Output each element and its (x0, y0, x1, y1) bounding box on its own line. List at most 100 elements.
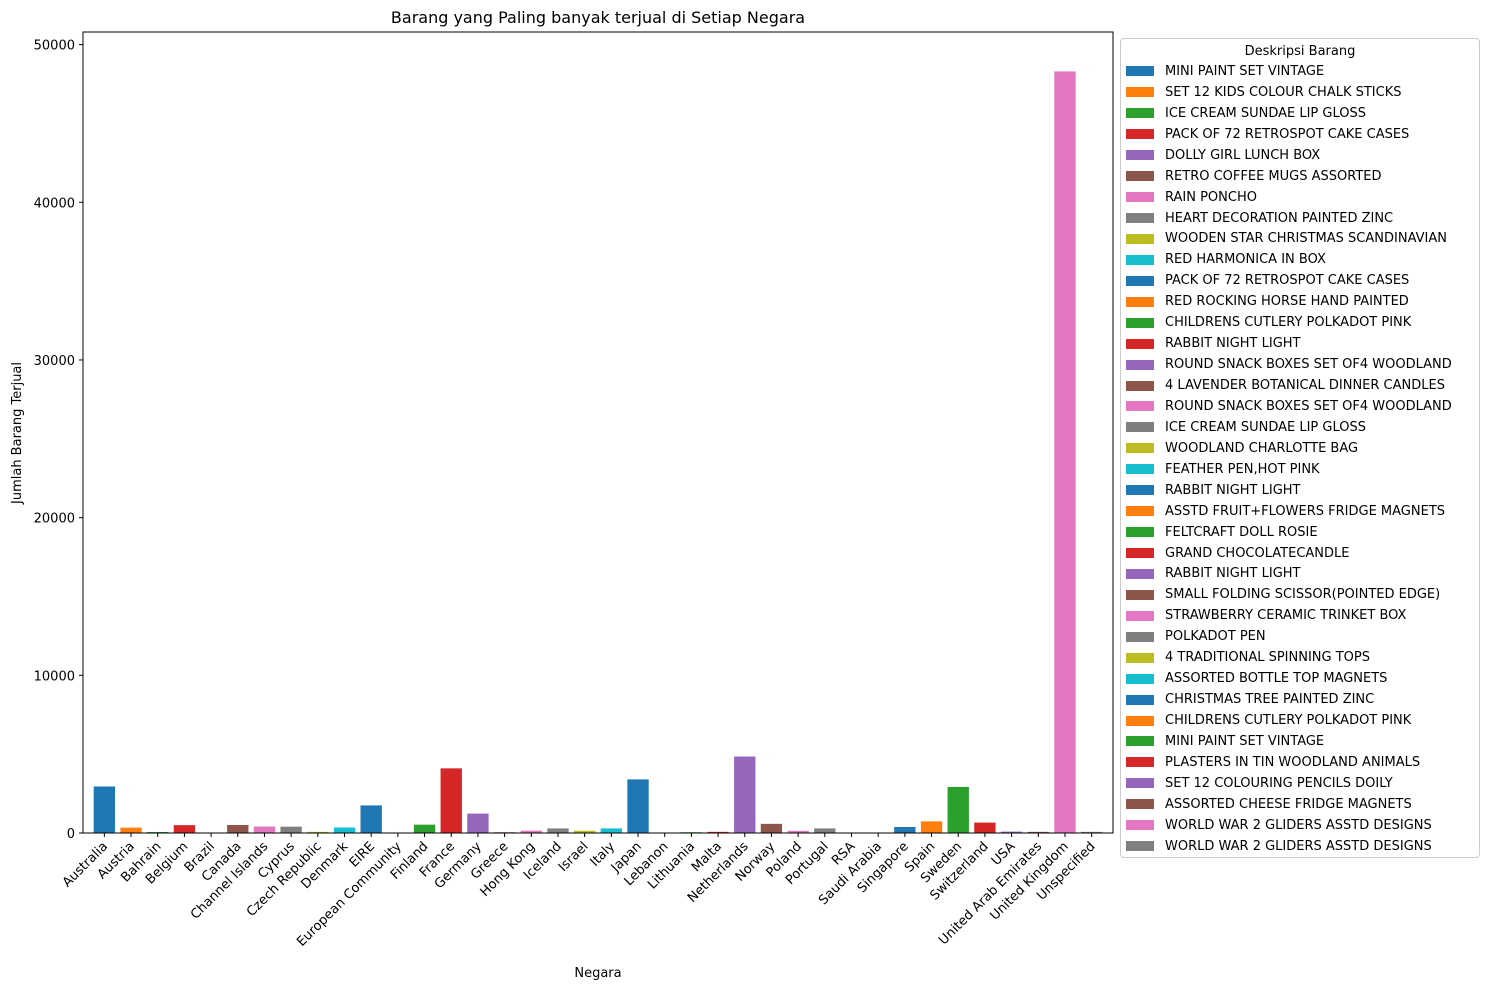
legend-item: DOLLY GIRL LUNCH BOX (1121, 145, 1479, 166)
legend-item: 4 LAVENDER BOTANICAL DINNER CANDLES (1121, 375, 1479, 396)
legend-label: RABBIT NIGHT LIGHT (1165, 336, 1301, 352)
legend-label: RABBIT NIGHT LIGHT (1165, 482, 1301, 498)
x-axis: AustraliaAustriaBahrainBelgiumBrazilCana… (60, 833, 1099, 950)
bar-portugal (814, 828, 836, 833)
bar-singapore (894, 827, 916, 833)
legend-swatch (1126, 150, 1154, 161)
legend-label: RETRO COFFEE MUGS ASSORTED (1165, 168, 1382, 184)
bar-italy (600, 828, 623, 833)
legend-item: SMALL FOLDING SCISSOR(POINTED EDGE) (1121, 584, 1479, 605)
legend-item: FEATHER PEN,HOT PINK (1121, 459, 1479, 480)
legend-item: ASSTD FRUIT+FLOWERS FRIDGE MAGNETS (1121, 501, 1479, 522)
y-axis-label: Jumlah Barang Terjual (10, 362, 25, 505)
legend-swatch (1126, 317, 1154, 328)
legend-swatch (1126, 715, 1154, 726)
bar-channel-islands (253, 826, 276, 833)
legend-swatch (1126, 233, 1154, 244)
legend-swatch (1126, 589, 1154, 600)
legend-item: RED HARMONICA IN BOX (1121, 249, 1479, 270)
legend-swatch (1126, 568, 1154, 579)
legend-swatch (1126, 673, 1154, 684)
legend-label: GRAND CHOCOLATECANDLE (1165, 545, 1350, 561)
bar-austria (120, 827, 142, 833)
legend-swatch (1126, 401, 1154, 412)
legend-label: WORLD WAR 2 GLIDERS ASSTD DESIGNS (1165, 817, 1432, 833)
legend-item: RABBIT NIGHT LIGHT (1121, 480, 1479, 501)
bar-sweden (947, 786, 969, 833)
legend-item: HEART DECORATION PAINTED ZINC (1121, 208, 1479, 229)
legend-label: ROUND SNACK BOXES SET OF4 WOODLAND (1165, 357, 1452, 373)
legend-swatch (1126, 652, 1154, 663)
legend-swatch (1126, 464, 1154, 475)
bar-israel (573, 830, 596, 833)
legend-label: PLASTERS IN TIN WOODLAND ANIMALS (1165, 754, 1421, 770)
bars-group (93, 71, 1103, 834)
legend-swatch (1126, 757, 1154, 768)
legend-label: ASSTD FRUIT+FLOWERS FRIDGE MAGNETS (1165, 503, 1446, 519)
bar-united-kingdom (1054, 71, 1076, 834)
legend-item: PLASTERS IN TIN WOODLAND ANIMALS (1121, 752, 1479, 773)
legend-label: 4 LAVENDER BOTANICAL DINNER CANDLES (1165, 378, 1445, 394)
legend-item: PACK OF 72 RETROSPOT CAKE CASES (1121, 124, 1479, 145)
legend-swatch (1126, 296, 1154, 307)
legend-label: DOLLY GIRL LUNCH BOX (1165, 147, 1321, 163)
bar-france (440, 768, 462, 833)
y-tick-label: 10000 (34, 669, 75, 684)
y-tick-label: 50000 (34, 39, 75, 54)
legend-label: MINI PAINT SET VINTAGE (1165, 733, 1325, 749)
legend-label: RED ROCKING HORSE HAND PAINTED (1165, 294, 1409, 310)
legend-swatch (1126, 506, 1154, 517)
legend-item: ICE CREAM SUNDAE LIP GLOSS (1121, 103, 1479, 124)
bar-czech-republic (307, 831, 329, 833)
bar-netherlands (734, 756, 756, 833)
x-axis-label: Negara (574, 966, 621, 981)
legend-item: ASSORTED CHEESE FRIDGE MAGNETS (1121, 794, 1479, 815)
legend-swatch (1126, 443, 1154, 454)
legend-item: SET 12 COLOURING PENCILS DOILY (1121, 773, 1479, 794)
legend-swatch (1126, 171, 1154, 182)
legend-label: FEATHER PEN,HOT PINK (1165, 461, 1320, 477)
legend-swatch (1126, 380, 1154, 391)
legend-swatch (1126, 275, 1154, 286)
y-tick-label: 40000 (34, 196, 75, 211)
legend-list: MINI PAINT SET VINTAGE SET 12 KIDS COLOUR… (1121, 61, 1479, 857)
legend-item: 4 TRADITIONAL SPINNING TOPS (1121, 647, 1479, 668)
legend-label: PACK OF 72 RETROSPOT CAKE CASES (1165, 273, 1410, 289)
legend-item: ICE CREAM SUNDAE LIP GLOSS (1121, 417, 1479, 438)
legend-swatch (1126, 631, 1154, 642)
legend-label: SMALL FOLDING SCISSOR(POINTED EDGE) (1165, 587, 1441, 603)
plot-frame (82, 31, 1114, 834)
legend-swatch (1126, 799, 1154, 810)
legend-label: MINI PAINT SET VINTAGE (1165, 63, 1325, 79)
legend-label: CHILDRENS CUTLERY POLKADOT PINK (1165, 713, 1412, 729)
legend-swatch (1126, 213, 1154, 224)
legend-swatch (1126, 422, 1154, 433)
legend-swatch (1126, 108, 1154, 119)
bar-australia (93, 786, 116, 833)
legend-item: RABBIT NIGHT LIGHT (1121, 333, 1479, 354)
bar-japan (627, 779, 649, 833)
legend-swatch (1126, 778, 1154, 789)
legend-item: WORLD WAR 2 GLIDERS ASSTD DESIGNS (1121, 836, 1479, 857)
legend-item: WOODLAND CHARLOTTE BAG (1121, 438, 1479, 459)
legend-label: SET 12 COLOURING PENCILS DOILY (1165, 775, 1393, 791)
bar-canada (227, 824, 249, 833)
legend-label: SET 12 KIDS COLOUR CHALK STICKS (1165, 84, 1402, 100)
legend-swatch (1126, 66, 1154, 77)
legend-item: SET 12 KIDS COLOUR CHALK STICKS (1121, 82, 1479, 103)
bar-spain (920, 821, 943, 833)
chart-title: Barang yang Paling banyak terjual di Set… (391, 8, 805, 27)
bar-poland (787, 830, 809, 833)
legend-label: HEART DECORATION PAINTED ZINC (1165, 210, 1394, 226)
legend-label: RABBIT NIGHT LIGHT (1165, 566, 1301, 582)
legend-label: CHRISTMAS TREE PAINTED ZINC (1165, 692, 1375, 708)
legend-label: POLKADOT PEN (1165, 629, 1266, 645)
bar-hong-kong (520, 830, 542, 833)
bar-cyprus (280, 826, 302, 833)
legend-label: RAIN PONCHO (1165, 189, 1257, 205)
legend-item: WORLD WAR 2 GLIDERS ASSTD DESIGNS (1121, 815, 1479, 836)
legend-item: CHILDRENS CUTLERY POLKADOT PINK (1121, 312, 1479, 333)
legend-swatch (1126, 254, 1154, 265)
legend-item: WOODEN STAR CHRISTMAS SCANDINAVIAN (1121, 229, 1479, 250)
